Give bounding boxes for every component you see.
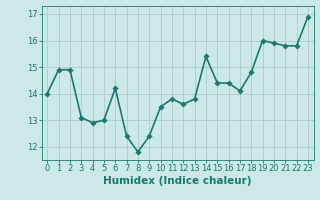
X-axis label: Humidex (Indice chaleur): Humidex (Indice chaleur) — [103, 176, 252, 186]
